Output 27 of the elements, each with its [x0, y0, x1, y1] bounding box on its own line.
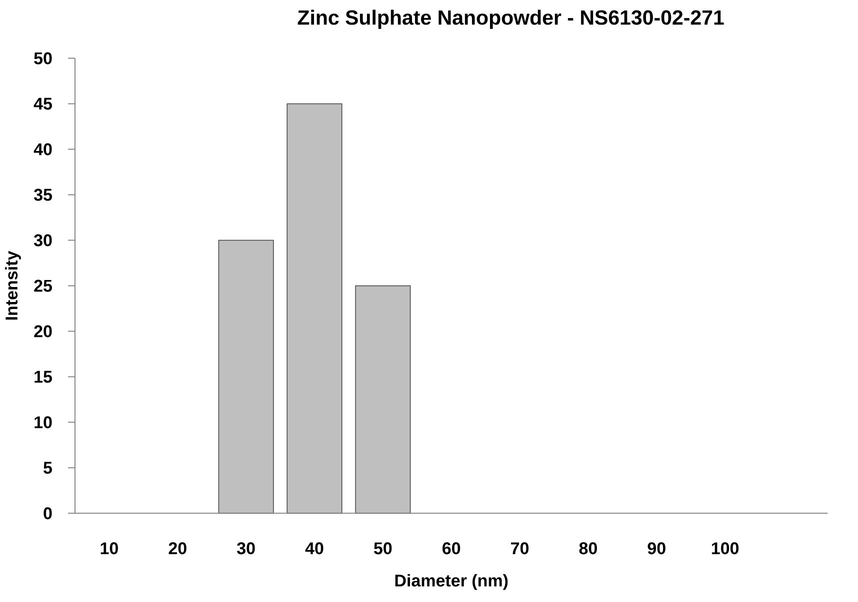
x-tick-label: 60: [442, 542, 460, 554]
y-tick-label: 50: [34, 52, 52, 64]
y-axis-title: Intensity: [5, 250, 21, 320]
x-tick-label: 80: [579, 542, 597, 554]
x-tick-label: 100: [712, 542, 739, 554]
bar: [355, 285, 411, 514]
chart-title: Zinc Sulphate Nanopowder - NS6130-02-271: [298, 10, 724, 29]
y-tick-label: 5: [44, 462, 52, 474]
x-tick-label: 30: [237, 542, 255, 554]
y-tick-label: 35: [34, 188, 52, 201]
x-tick-label: 20: [168, 542, 186, 554]
bar: [218, 240, 274, 514]
y-tick-label: 0: [44, 507, 52, 520]
y-tick-label: 25: [34, 280, 52, 292]
x-tick-label: 40: [305, 542, 324, 554]
bar: [286, 103, 342, 514]
x-tick-label: 70: [511, 542, 529, 554]
x-tick-label: 10: [100, 542, 118, 554]
x-tick-label: 50: [374, 542, 392, 554]
y-tick-label: 40: [34, 143, 52, 156]
y-tick-label: 30: [34, 234, 52, 246]
y-tick-label: 20: [34, 325, 52, 338]
y-tick-label: 15: [34, 370, 52, 383]
y-tick-label: 45: [34, 98, 52, 110]
y-tick-label: 10: [34, 416, 52, 428]
x-axis-title: Diameter (nm): [395, 574, 508, 590]
x-tick-label: 90: [648, 542, 666, 554]
